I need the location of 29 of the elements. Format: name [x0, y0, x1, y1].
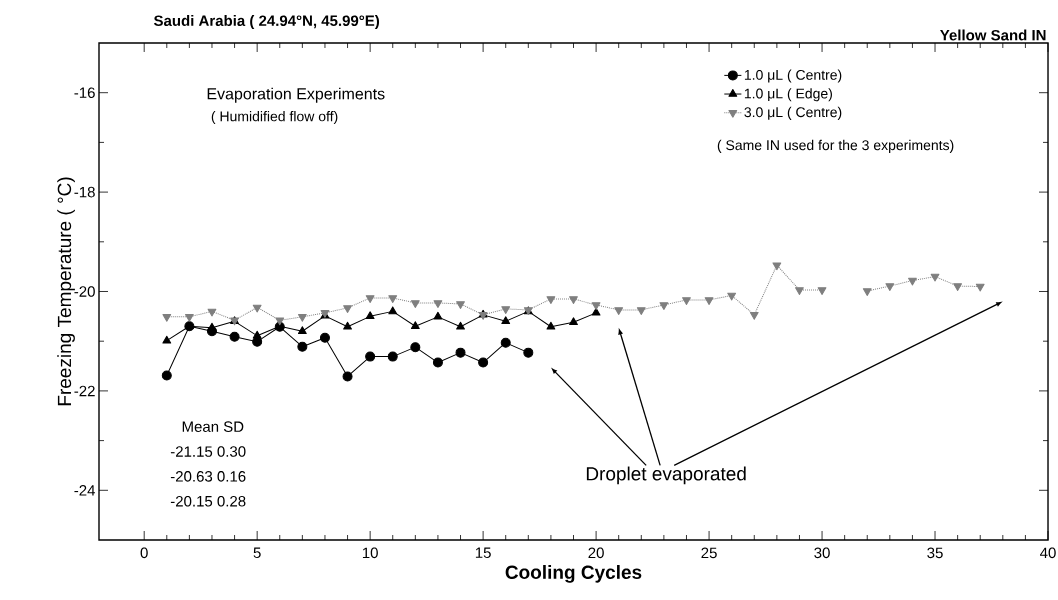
- annotation: ( Humidified flow off): [211, 111, 338, 125]
- x-tick-label: 20: [588, 547, 604, 559]
- annotation: -20.63 0.16: [170, 471, 246, 482]
- x-tick-label: 10: [362, 547, 378, 559]
- annotation: Evaporation Experiments: [207, 87, 385, 103]
- y-tick-label: -22: [74, 385, 95, 397]
- legend-label: 3.0 μL ( Centre): [744, 106, 842, 120]
- y-tick-label: -18: [74, 186, 95, 198]
- x-tick-label: 15: [475, 547, 491, 558]
- y-axis-title: Freezing Temperature ( °C): [57, 177, 75, 406]
- x-tick-label: 0: [140, 547, 148, 559]
- annotation: -21.15 0.30: [170, 446, 246, 457]
- legend-label: 1.0 μL ( Centre): [744, 69, 842, 83]
- annotation: Droplet evaporated: [586, 466, 746, 485]
- x-tick-label: 25: [701, 547, 717, 559]
- annotation: -20.15 0.28: [170, 495, 246, 507]
- y-tick-label: -16: [74, 87, 95, 98]
- chart-title: Saudi Arabia ( 24.94°N, 45.99°E): [153, 15, 380, 29]
- legend-label: 1.0 μL ( Edge): [744, 88, 832, 102]
- annotation: Mean SD: [182, 421, 244, 432]
- x-tick-label: 40: [1040, 547, 1056, 559]
- x-tick-label: 35: [927, 547, 943, 559]
- y-tick-label: -24: [74, 485, 96, 496]
- y-tick-label: -20: [74, 286, 95, 297]
- annotation: ( Same IN used for the 3 experiments): [717, 139, 954, 153]
- x-tick-label: 30: [814, 547, 830, 559]
- x-tick-label: 5: [253, 547, 261, 558]
- x-axis-title: Cooling Cycles: [505, 565, 642, 583]
- chart-subtitle: Yellow Sand IN: [940, 29, 1046, 41]
